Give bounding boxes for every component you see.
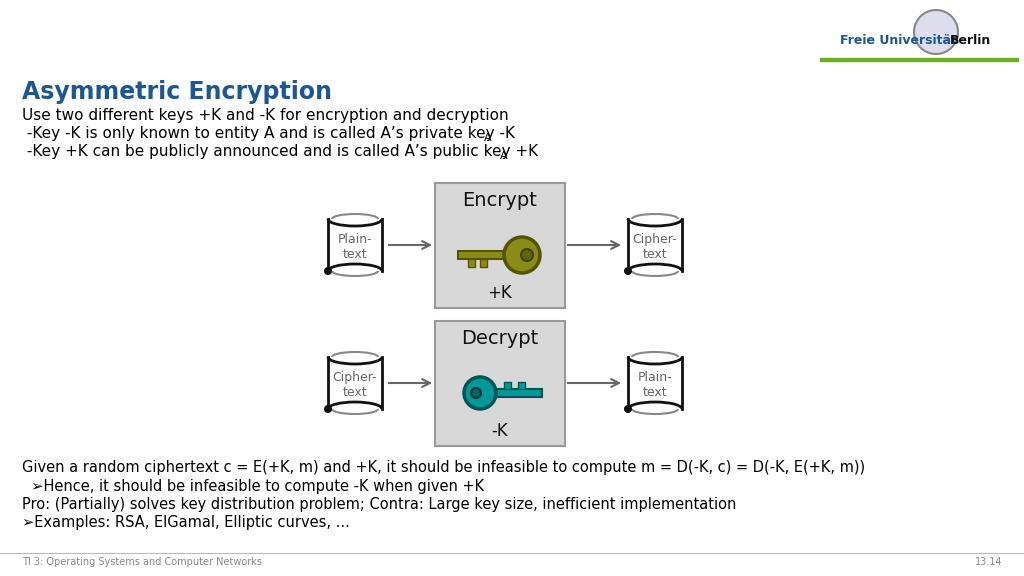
Text: +K: +K [487, 283, 512, 301]
Text: Pro: (Partially) solves key distribution problem; Contra: Large key size, ineffi: Pro: (Partially) solves key distribution… [22, 497, 736, 512]
FancyBboxPatch shape [435, 320, 565, 445]
Circle shape [325, 406, 331, 412]
Bar [496, 389, 542, 397]
Bar [480, 259, 487, 267]
Text: Decrypt: Decrypt [462, 329, 539, 348]
Circle shape [914, 10, 958, 54]
Bar [504, 382, 511, 389]
FancyBboxPatch shape [328, 217, 382, 273]
Circle shape [625, 268, 631, 274]
Text: -K: -K [492, 422, 508, 439]
Text: A: A [500, 151, 508, 161]
Circle shape [464, 377, 496, 409]
Text: A: A [484, 133, 492, 143]
Bar [468, 259, 475, 267]
FancyBboxPatch shape [328, 355, 382, 411]
Circle shape [471, 388, 481, 398]
Text: Asymmetric Encryption: Asymmetric Encryption [22, 80, 332, 104]
Bar [518, 382, 525, 389]
FancyBboxPatch shape [628, 217, 682, 273]
Text: Freie Universität: Freie Universität [840, 33, 956, 47]
Circle shape [625, 406, 631, 412]
Text: -Key +K can be publicly announced and is called A’s public key +K: -Key +K can be publicly announced and is… [22, 144, 539, 159]
Bar [458, 251, 504, 259]
Text: Use two different keys +K and -K for encryption and decryption: Use two different keys +K and -K for enc… [22, 108, 509, 123]
Text: Cipher-
text: Cipher- text [633, 233, 677, 261]
Text: ➢Hence, it should be infeasible to compute -K when given +K: ➢Hence, it should be infeasible to compu… [22, 479, 484, 494]
Text: Given a random ciphertext c = E(+K, m) and +K, it should be infeasible to comput: Given a random ciphertext c = E(+K, m) a… [22, 460, 865, 475]
Text: Plain-
text: Plain- text [638, 371, 673, 399]
Text: 13.14: 13.14 [975, 557, 1002, 567]
Text: Plain-
text: Plain- text [338, 233, 373, 261]
Text: Cipher-
text: Cipher- text [333, 371, 377, 399]
Text: TI 3: Operating Systems and Computer Networks: TI 3: Operating Systems and Computer Net… [22, 557, 262, 567]
Circle shape [521, 249, 534, 261]
Text: Berlin: Berlin [950, 33, 991, 47]
Circle shape [325, 268, 331, 274]
Bar [820, 58, 1018, 61]
Circle shape [504, 237, 540, 273]
FancyBboxPatch shape [628, 355, 682, 411]
FancyBboxPatch shape [435, 183, 565, 308]
Text: Encrypt: Encrypt [463, 191, 538, 210]
Text: ➢Examples: RSA, ElGamal, Elliptic curves, ...: ➢Examples: RSA, ElGamal, Elliptic curves… [22, 515, 350, 530]
Text: -Key -K is only known to entity A and is called A’s private key -K: -Key -K is only known to entity A and is… [22, 126, 515, 141]
